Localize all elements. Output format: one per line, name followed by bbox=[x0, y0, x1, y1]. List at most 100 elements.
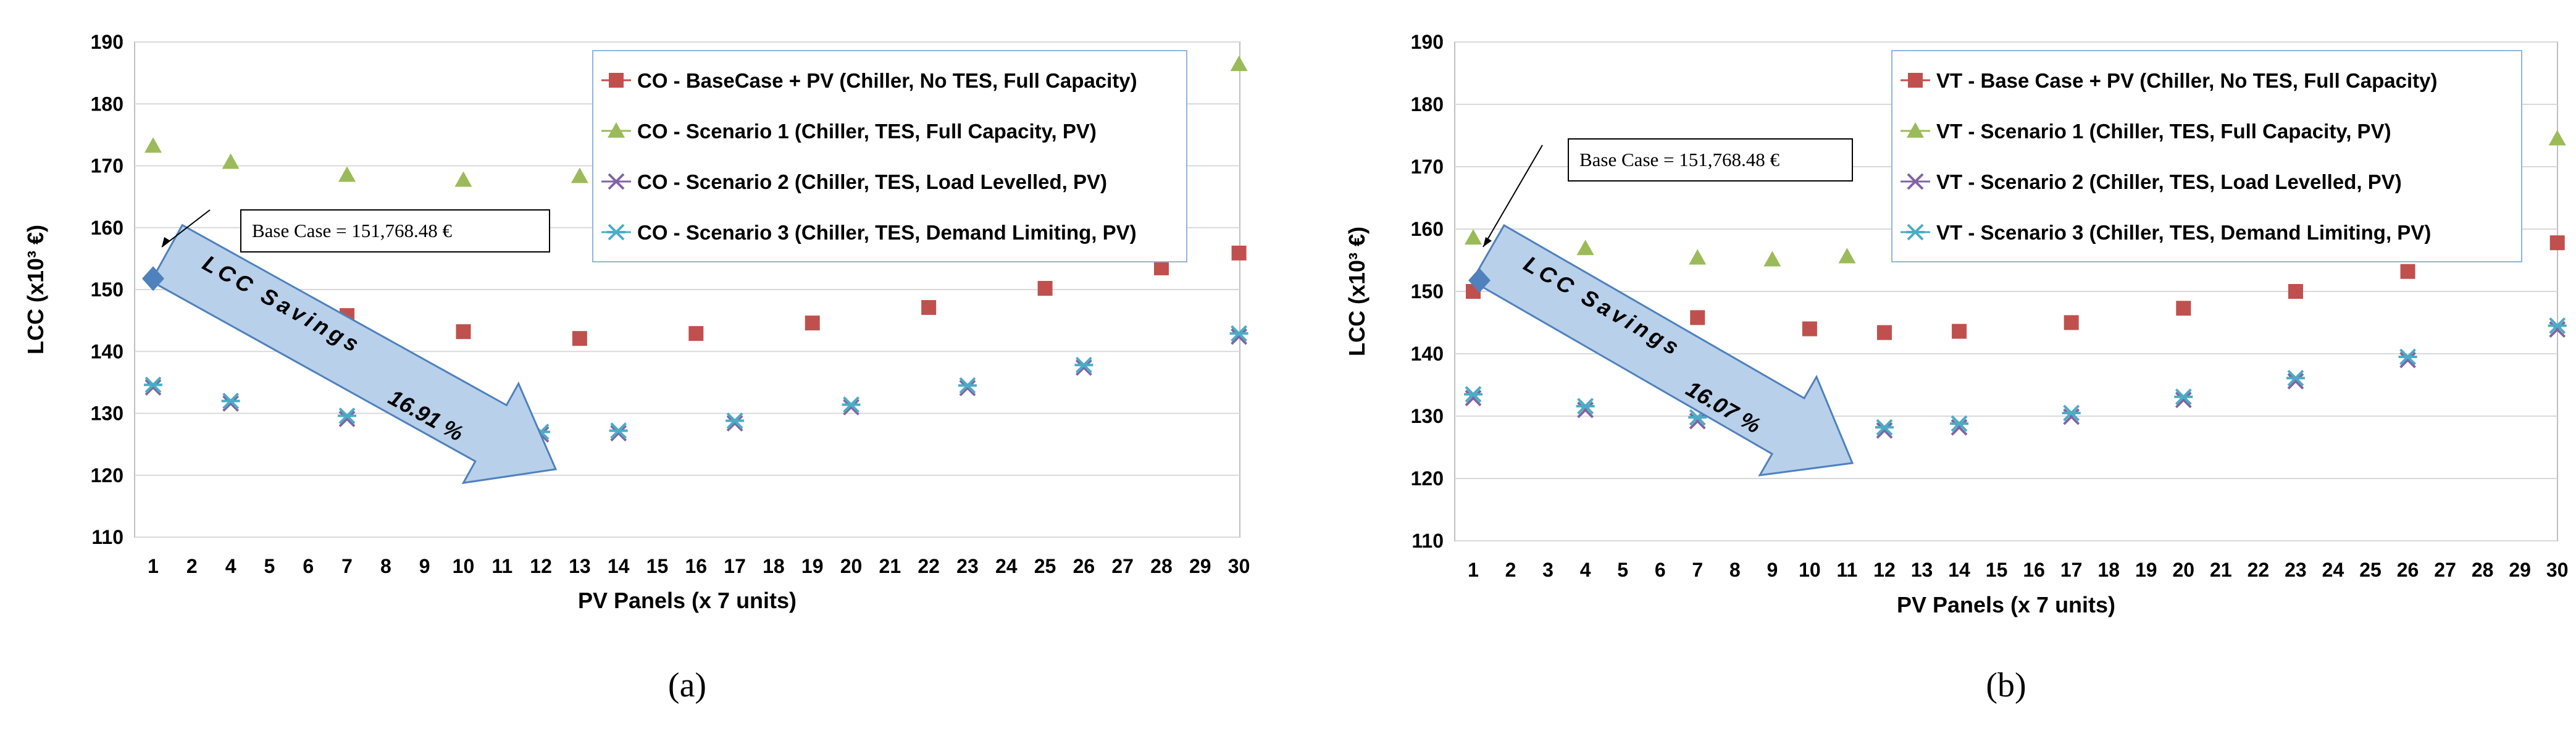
square-point bbox=[456, 324, 471, 340]
x-tick-label: 9 bbox=[1767, 559, 1778, 581]
star-point bbox=[2548, 317, 2567, 334]
series-3 bbox=[144, 328, 1248, 443]
cross-point bbox=[2287, 373, 2304, 390]
y-tick-label: 160 bbox=[91, 217, 123, 239]
x-tick-label: 11 bbox=[1837, 559, 1858, 581]
x-tick-label: 23 bbox=[956, 555, 979, 577]
triangle-point bbox=[338, 166, 356, 182]
y-axis-title: LCC (x10³ €) bbox=[23, 225, 48, 354]
triangle-point bbox=[144, 137, 162, 153]
star-point bbox=[338, 407, 357, 424]
cross-point bbox=[338, 411, 356, 427]
legend-box bbox=[592, 50, 1187, 262]
star-point bbox=[2062, 404, 2081, 422]
base-case-annotation: Base Case = 151,768.48 € bbox=[1579, 149, 1780, 170]
legend: CO - BaseCase + PV (Chiller, No TES, Ful… bbox=[592, 50, 1187, 262]
star-point bbox=[1576, 398, 1595, 415]
x-tick-label: 6 bbox=[303, 555, 314, 577]
x-tick-label: 1 bbox=[1468, 559, 1479, 581]
triangle-point bbox=[1838, 248, 1856, 264]
triangle-point bbox=[571, 167, 588, 183]
y-tick-label: 170 bbox=[91, 155, 123, 177]
x-tick-label: 4 bbox=[1580, 559, 1591, 581]
star-point bbox=[958, 377, 977, 394]
cross-point bbox=[959, 379, 976, 396]
star-point bbox=[2286, 369, 2305, 386]
x-tick-label: 17 bbox=[724, 555, 746, 577]
star-point bbox=[2174, 388, 2193, 406]
cross-point bbox=[222, 395, 240, 412]
y-tick-label: 110 bbox=[91, 526, 123, 548]
callout-box bbox=[240, 209, 550, 253]
star-point bbox=[144, 376, 162, 393]
legend-entry: CO - BaseCase + PV (Chiller, No TES, Ful… bbox=[637, 69, 1137, 92]
triangle-point bbox=[1689, 249, 1707, 265]
x-tick-label: 11 bbox=[491, 555, 512, 577]
x-tick-label: 12 bbox=[530, 555, 552, 577]
legend-entry: CO - Scenario 1 (Chiller, TES, Full Capa… bbox=[637, 120, 1097, 143]
savings-arrow-shape bbox=[149, 223, 558, 485]
x-tick-label: 7 bbox=[341, 555, 353, 577]
y-tick-label: 130 bbox=[91, 403, 123, 425]
x-tick-label: 1 bbox=[148, 555, 159, 577]
square-point bbox=[1153, 260, 1169, 275]
x-tick-label: 21 bbox=[879, 555, 901, 577]
star-point bbox=[221, 393, 240, 409]
square-point bbox=[609, 73, 624, 88]
y-tick-label: 140 bbox=[1411, 343, 1444, 365]
x-tick-label: 18 bbox=[763, 555, 785, 577]
square-point bbox=[1231, 245, 1247, 261]
savings-arrow-shape bbox=[1470, 223, 1854, 477]
x-tick-label: 27 bbox=[2434, 559, 2456, 581]
x-tick-label: 30 bbox=[2546, 559, 2569, 581]
x-tick-label: 2 bbox=[186, 555, 198, 577]
x-tick-label: 17 bbox=[2060, 559, 2083, 581]
series-2 bbox=[1465, 130, 2566, 267]
x-tick-label: 13 bbox=[1911, 559, 1933, 581]
x-tick-label: 7 bbox=[1692, 559, 1703, 581]
star-point bbox=[1950, 415, 1969, 432]
x-tick-label: 16 bbox=[685, 555, 708, 577]
x-tick-label: 4 bbox=[225, 555, 236, 577]
y-tick-label: 160 bbox=[1411, 218, 1444, 240]
x-tick-label: 10 bbox=[453, 555, 475, 577]
x-tick-label: 25 bbox=[2359, 559, 2382, 581]
legend-box bbox=[1891, 50, 2522, 262]
x-tick-label: 22 bbox=[918, 555, 940, 577]
y-tick-label: 120 bbox=[1411, 467, 1444, 490]
star-point bbox=[1464, 386, 1482, 403]
series-4 bbox=[1464, 317, 2567, 436]
x-tick-label: 20 bbox=[840, 555, 863, 577]
x-tick-label: 25 bbox=[1034, 555, 1056, 577]
x-tick-label: 18 bbox=[2097, 559, 2120, 581]
x-tick-label: 26 bbox=[1073, 555, 1095, 577]
star-point bbox=[1229, 325, 1248, 342]
square-point bbox=[1908, 73, 1923, 88]
legend-entry: CO - Scenario 2 (Chiller, TES, Load Leve… bbox=[637, 170, 1107, 193]
legend-entry: VT - Scenario 2 (Chiller, TES, Load Leve… bbox=[1936, 170, 2402, 193]
y-tick-label: 190 bbox=[91, 31, 123, 53]
x-tick-label: 29 bbox=[1189, 555, 1211, 577]
triangle-point bbox=[1576, 240, 1594, 256]
base-case-annotation: Base Case = 151,768.48 € bbox=[252, 220, 453, 241]
square-point bbox=[572, 331, 587, 346]
square-point bbox=[805, 315, 820, 331]
x-tick-label: 20 bbox=[2173, 559, 2195, 581]
cross-point bbox=[843, 399, 859, 416]
x-tick-label: 24 bbox=[995, 555, 1018, 577]
x-tick-label: 3 bbox=[1542, 559, 1554, 581]
x-tick-label: 26 bbox=[2397, 559, 2419, 581]
base-case-marker bbox=[1468, 268, 1491, 293]
square-point bbox=[1037, 280, 1053, 296]
x-tick-label: 28 bbox=[2472, 559, 2494, 581]
x-tick-label: 19 bbox=[2135, 559, 2157, 581]
legend-entry: CO - Scenario 3 (Chiller, TES, Demand Li… bbox=[637, 221, 1137, 244]
y-tick-label: 180 bbox=[1411, 93, 1444, 115]
triangle-point bbox=[608, 122, 625, 138]
star-point bbox=[1074, 356, 1094, 374]
x-tick-label: 28 bbox=[1150, 555, 1173, 577]
x-tick-label: 8 bbox=[380, 555, 391, 577]
x-tick-label: 2 bbox=[1505, 559, 1516, 581]
y-tick-label: 140 bbox=[91, 340, 123, 362]
